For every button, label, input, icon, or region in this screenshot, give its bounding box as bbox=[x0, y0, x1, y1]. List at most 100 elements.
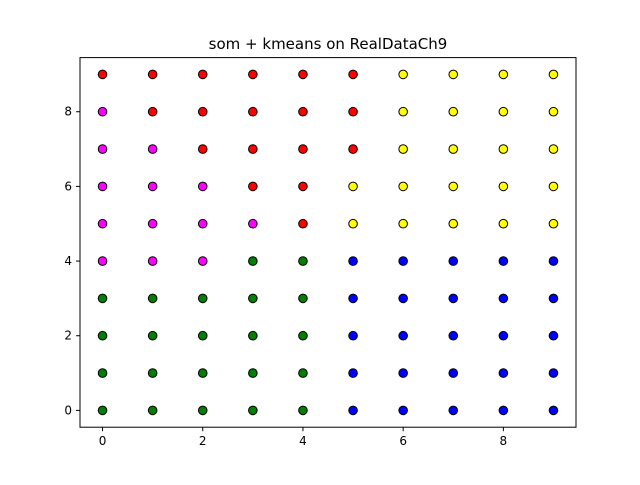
data-point-blue bbox=[448, 368, 459, 378]
data-point-yellow bbox=[498, 144, 509, 154]
data-point-green bbox=[298, 368, 308, 378]
data-point-yellow bbox=[398, 69, 408, 80]
y-tick-label: 8 bbox=[64, 105, 72, 119]
data-point-green bbox=[248, 330, 258, 341]
data-point-magenta bbox=[147, 144, 158, 154]
x-tick-label: 6 bbox=[399, 434, 407, 448]
x-tick-label: 2 bbox=[199, 434, 207, 448]
data-point-magenta bbox=[147, 181, 158, 192]
data-point-red bbox=[197, 106, 208, 117]
data-point-magenta bbox=[197, 181, 208, 192]
data-point-blue bbox=[548, 330, 559, 341]
data-points bbox=[97, 69, 559, 416]
data-point-magenta bbox=[248, 218, 258, 229]
data-point-green bbox=[147, 405, 158, 416]
data-point-blue bbox=[348, 256, 358, 266]
data-point-green bbox=[197, 405, 208, 416]
data-point-yellow bbox=[398, 181, 408, 192]
data-point-green bbox=[97, 368, 108, 378]
data-point-blue bbox=[448, 293, 459, 304]
data-point-red bbox=[348, 69, 358, 80]
data-point-yellow bbox=[548, 144, 559, 154]
y-tick-label: 6 bbox=[64, 179, 72, 193]
data-point-yellow bbox=[548, 181, 559, 192]
plot-area bbox=[79, 57, 577, 428]
data-point-yellow bbox=[398, 218, 408, 229]
data-point-blue bbox=[348, 368, 358, 378]
data-point-blue bbox=[548, 405, 559, 416]
data-point-yellow bbox=[448, 181, 459, 192]
chart-title: som + kmeans on RealDataCh9 bbox=[209, 35, 448, 53]
data-point-red bbox=[298, 181, 308, 192]
data-point-blue bbox=[498, 368, 509, 378]
data-point-blue bbox=[498, 405, 509, 416]
data-point-blue bbox=[348, 330, 358, 341]
data-point-magenta bbox=[97, 181, 108, 192]
data-point-yellow bbox=[548, 69, 559, 80]
data-point-blue bbox=[548, 293, 559, 304]
data-point-red bbox=[197, 144, 208, 154]
data-point-green bbox=[97, 330, 108, 341]
data-point-green bbox=[298, 330, 308, 341]
data-point-red bbox=[348, 106, 358, 117]
x-axis: 0 2 4 6 8 bbox=[99, 427, 507, 448]
data-point-green bbox=[197, 293, 208, 304]
data-point-red bbox=[97, 69, 108, 80]
data-point-green bbox=[147, 293, 158, 304]
data-point-red bbox=[248, 144, 258, 154]
data-point-yellow bbox=[548, 106, 559, 117]
data-point-red bbox=[298, 106, 308, 117]
data-point-red bbox=[298, 144, 308, 154]
data-point-magenta bbox=[97, 144, 108, 154]
data-point-green bbox=[147, 368, 158, 378]
data-point-red bbox=[147, 69, 158, 80]
x-tick-label: 4 bbox=[299, 434, 307, 448]
data-point-yellow bbox=[498, 106, 509, 117]
data-point-blue bbox=[348, 293, 358, 304]
data-point-green bbox=[298, 293, 308, 304]
y-tick-label: 0 bbox=[64, 403, 72, 417]
data-point-yellow bbox=[348, 181, 358, 192]
data-point-red bbox=[248, 181, 258, 192]
data-point-blue bbox=[398, 368, 408, 378]
data-point-green bbox=[248, 293, 258, 304]
data-point-blue bbox=[548, 256, 559, 266]
data-point-red bbox=[248, 106, 258, 117]
data-point-blue bbox=[448, 405, 459, 416]
data-point-green bbox=[298, 405, 308, 416]
data-point-blue bbox=[448, 256, 459, 266]
data-point-blue bbox=[398, 330, 408, 341]
data-point-blue bbox=[498, 256, 509, 266]
data-point-blue bbox=[498, 293, 509, 304]
data-point-red bbox=[147, 106, 158, 117]
data-point-magenta bbox=[197, 256, 208, 266]
data-point-green bbox=[147, 330, 158, 341]
y-axis: 0 2 4 6 8 bbox=[64, 105, 80, 417]
data-point-green bbox=[248, 368, 258, 378]
data-point-magenta bbox=[147, 256, 158, 266]
data-point-blue bbox=[398, 256, 408, 266]
data-point-red bbox=[298, 218, 308, 229]
data-point-yellow bbox=[448, 218, 459, 229]
data-point-green bbox=[97, 405, 108, 416]
data-point-green bbox=[248, 405, 258, 416]
data-point-red bbox=[248, 69, 258, 80]
data-point-magenta bbox=[97, 218, 108, 229]
data-point-green bbox=[197, 368, 208, 378]
x-tick-label: 8 bbox=[500, 434, 508, 448]
data-point-green bbox=[97, 293, 108, 304]
data-point-yellow bbox=[498, 181, 509, 192]
data-point-magenta bbox=[97, 106, 108, 117]
y-tick-label: 4 bbox=[64, 254, 72, 268]
data-point-blue bbox=[548, 368, 559, 378]
data-point-yellow bbox=[498, 218, 509, 229]
data-point-blue bbox=[398, 405, 408, 416]
data-point-yellow bbox=[498, 69, 509, 80]
data-point-red bbox=[197, 69, 208, 80]
data-point-yellow bbox=[448, 106, 459, 117]
data-point-green bbox=[298, 256, 308, 266]
y-tick-label: 2 bbox=[64, 329, 72, 343]
data-point-red bbox=[348, 144, 358, 154]
